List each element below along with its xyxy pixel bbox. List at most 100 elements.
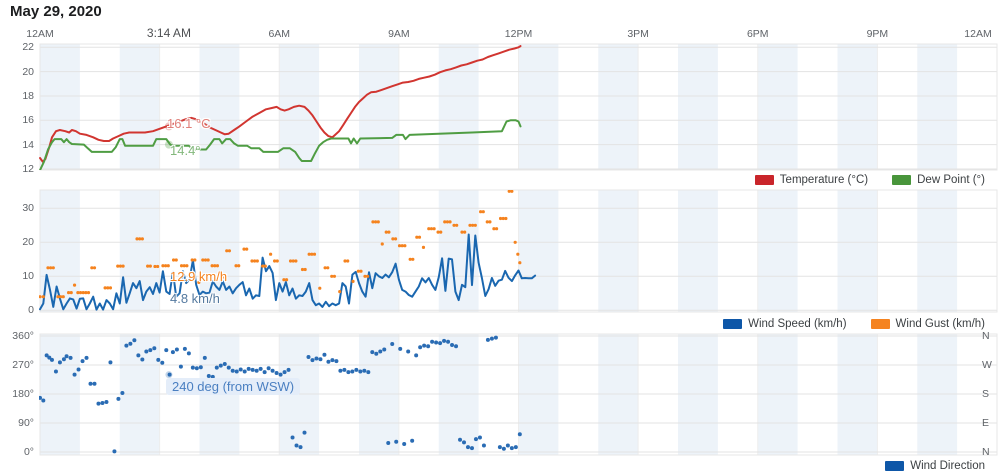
wind_gust_kmh-dot [148,264,152,268]
time-axis-label: 9AM [388,28,410,40]
hour-band [40,44,80,170]
hour-band [119,44,160,170]
wind_gust_kmh-dot [39,295,42,299]
wind_direction_deg-dot [394,439,399,444]
page-title: May 29, 2020 [10,3,102,20]
plot-frame [39,333,998,456]
wind_direction_deg-dot [434,340,439,345]
legend-label: Temperature (°C) [779,174,869,186]
wind_gust_kmh-dot [380,242,384,246]
wind_gust_kmh-dot [90,266,94,270]
wind_gust_kmh-dot [516,252,520,256]
wind_direction_deg-dot [465,445,470,450]
legend-item-temperature[interactable]: Temperature (°C) [754,174,869,186]
wind_gust_kmh-dot [118,264,123,268]
wind_gust_kmh-dot [146,264,150,268]
wind_direction_deg-dot [174,347,179,352]
temperature_c-line [39,45,522,163]
wind_direction_deg-dot [61,357,66,362]
hour-band [678,190,718,312]
wind-speed-readout: 4.8 km/h [170,291,220,306]
time-axis-label: 9PM [866,28,889,40]
wind_gust_kmh-dot [443,220,447,224]
wind_gust_kmh-dot [391,237,395,241]
wind_gust_kmh-dot [203,258,208,262]
wind_direction_deg-dot [438,341,443,346]
wind_gust_kmh-dot [471,223,475,227]
wind_direction_deg-dot [290,435,295,440]
wind_gust_kmh-dot [263,264,267,268]
wind_gust_kmh-dot [92,266,97,270]
wind_direction_deg-dot [190,365,195,370]
y-tick-label: 16 [22,114,34,127]
wind_direction_deg-dot [47,355,52,360]
wind_gust_kmh-dot [427,227,431,231]
wind_direction_deg-dot [198,365,203,370]
plot-frame [39,43,998,171]
wind_direction_deg-dot [513,445,518,450]
wind_direction_deg-dot [310,358,315,363]
wind_gust_kmh-dot [421,245,426,249]
wind_gust_kmh-dot [86,291,91,295]
wind_direction_deg-dot [238,367,243,372]
wind_gust_kmh-dot [452,223,456,227]
legend-item-wind-gust[interactable]: Wind Gust (km/h) [870,318,985,330]
wind_direction_deg-dot [140,357,145,362]
time-axis-label: 6AM [268,28,291,40]
wind_gust_kmh-dot [269,252,273,256]
wind_gust_kmh-dot [488,220,492,224]
wind_gust_kmh-dot [237,264,241,268]
wind_gust_kmh-dot [356,269,360,273]
hour-band [757,44,798,170]
wind_direction_deg-dot [386,440,391,445]
wind_direction_deg-dot [242,369,247,374]
wind_direction_deg-layer [39,335,522,454]
wind_gust_kmh-dot [185,264,189,268]
wind_direction_deg-dot [322,352,327,357]
wind_gust_kmh-dot [436,230,440,234]
wind_gust_kmh-dot [346,259,350,263]
wind_direction_deg-dot [505,443,510,448]
wind_direction_deg-dot [517,432,522,437]
wind_gust_kmh-dot [366,274,370,278]
wind-gust-readout: 12.9 km/h [170,269,228,284]
wind_direction_deg-dot [481,443,486,448]
legend-item-wind-direction[interactable]: Wind Direction [885,460,985,472]
wind_direction_deg-dot [57,360,62,365]
compass-tick-label: E [982,417,990,429]
legend-label: Dew Point (°) [917,174,985,186]
wind_direction_deg-dot [410,438,415,443]
wind_direction_deg-dot [390,342,395,347]
wind_gust_kmh-dot [69,291,73,295]
wind_direction_deg-dot [509,446,514,451]
temperature_c-layer [39,45,522,170]
wind_gust_kmh-dot [504,216,508,221]
legend-item-dew-point[interactable]: Dew Point (°) [892,174,985,186]
wind_direction_deg-dot [282,370,287,375]
wind_gust_kmh-dot [455,223,459,227]
wind_gust_kmh-dot [182,264,186,268]
wind_gust_kmh-dot [284,278,289,282]
wind_gust_kmh-dot [460,230,464,234]
legend-item-wind-speed[interactable]: Wind Speed (km/h) [723,318,847,330]
wind_gust_kmh-dot [400,244,404,248]
wind_direction_deg-dot [346,370,351,375]
wind_direction_deg-dot [354,367,359,372]
wind_gust_kmh-dot [138,237,142,241]
wind_direction_deg-dot [286,367,291,372]
wind_gust_kmh-dot [351,279,355,283]
y-tick-label: 14 [22,138,34,151]
wind_direction_deg-dot [72,372,77,377]
wind_direction_deg-dot [53,369,58,374]
wind_gust_kmh-dot [448,220,452,224]
wind_direction_deg-dot [186,351,191,356]
wind_direction_deg-dot [473,437,478,442]
wind_gust_kmh-dot [485,220,489,224]
wind_direction_deg-dot [132,338,137,343]
wind_gust_kmh-dot [116,264,120,268]
time-axis-label: 3PM [627,28,649,40]
wind_direction_deg-dot [182,346,187,351]
wind_direction_deg-dot [430,339,435,344]
